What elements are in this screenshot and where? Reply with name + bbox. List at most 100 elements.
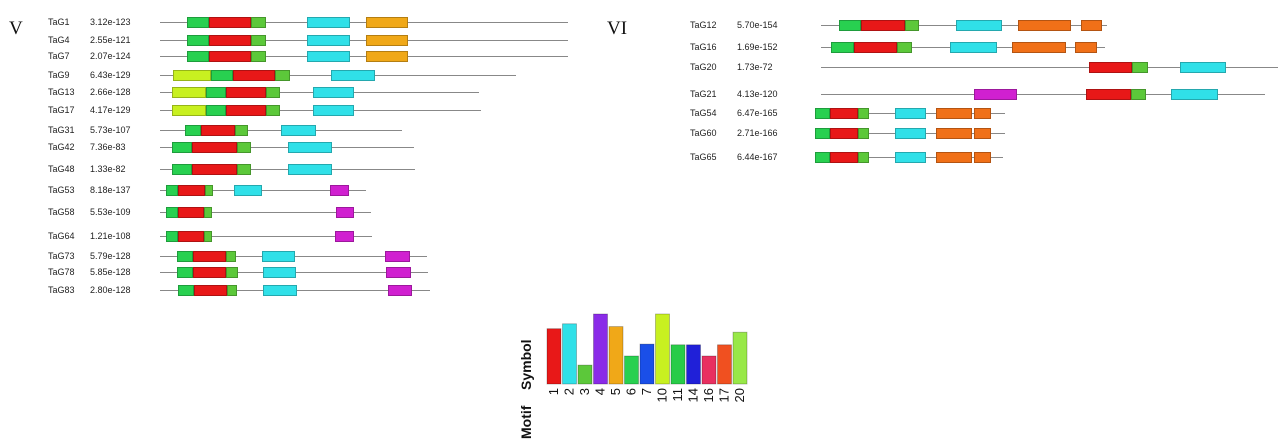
gene-name-tag53: TaG53 xyxy=(48,185,75,195)
legend-bar-motif-4 xyxy=(593,313,608,385)
gene-evalue-tag16: 1.69e-152 xyxy=(737,42,778,52)
motif-box-2 xyxy=(895,152,926,163)
legend-tick-motif-6: 6 xyxy=(624,388,639,395)
gene-name-tag12: TaG12 xyxy=(690,20,717,30)
motif-box-1 xyxy=(226,87,266,98)
motif-box-1 xyxy=(226,105,266,116)
motif-box-2 xyxy=(234,185,262,196)
gene-backbone-line xyxy=(160,190,366,191)
motif-box-3 xyxy=(251,35,266,46)
legend-bar-motif-14 xyxy=(686,344,701,385)
legend-tick-motif-14: 14 xyxy=(686,388,701,402)
motif-box-1 xyxy=(192,164,237,175)
gene-evalue-tag42: 7.36e-83 xyxy=(90,142,126,152)
gene-evalue-tag12: 5.70e-154 xyxy=(737,20,778,30)
gene-name-tag60: TaG60 xyxy=(690,128,717,138)
motif-box-m xyxy=(336,207,354,218)
legend-symbol-label: Symbol xyxy=(518,339,534,390)
motif-box-m xyxy=(385,251,410,262)
motif-box-6 xyxy=(815,108,830,119)
motif-box-1 xyxy=(209,17,251,28)
motif-box-6 xyxy=(839,20,861,31)
legend-bar-motif-1 xyxy=(546,328,562,385)
motif-box-2 xyxy=(313,87,354,98)
legend-bar-motif-10 xyxy=(655,313,670,385)
legend-tick-motif-16: 16 xyxy=(701,388,716,402)
motif-box-3 xyxy=(897,42,912,53)
gene-evalue-tag4: 2.55e-121 xyxy=(90,35,131,45)
motif-box-6 xyxy=(166,185,178,196)
motif-box-3 xyxy=(275,70,290,81)
motif-box-2 xyxy=(895,128,926,139)
gene-name-tag83: TaG83 xyxy=(48,285,75,295)
motif-box-1 xyxy=(861,20,905,31)
legend-tick-motif-7: 7 xyxy=(639,388,654,395)
motif-box-6 xyxy=(185,125,201,136)
gene-name-tag48: TaG48 xyxy=(48,164,75,174)
motif-box-2 xyxy=(313,105,354,116)
gene-name-tag17: TaG17 xyxy=(48,105,75,115)
motif-box-2 xyxy=(1180,62,1226,73)
gene-evalue-tag31: 5.73e-107 xyxy=(90,125,131,135)
gene-name-tag54: TaG54 xyxy=(690,108,717,118)
motif-box-3 xyxy=(227,285,237,296)
gene-name-tag65: TaG65 xyxy=(690,152,717,162)
legend-tick-motif-17: 17 xyxy=(717,388,732,402)
motif-box-6 xyxy=(178,285,194,296)
legend-bar-motif-5 xyxy=(608,326,624,385)
motif-box-3 xyxy=(237,142,251,153)
motif-box-o xyxy=(974,128,991,139)
legend-tick-motif-11: 11 xyxy=(670,388,685,402)
motif-box-3 xyxy=(1131,89,1146,100)
motif-box-1 xyxy=(830,108,858,119)
motif-box-m xyxy=(388,285,412,296)
legend-motif-label: Motif xyxy=(518,405,534,439)
motif-box-o xyxy=(974,152,991,163)
motif-box-3 xyxy=(235,125,248,136)
legend-bar-motif-6 xyxy=(624,355,639,385)
motif-box-6 xyxy=(187,51,209,62)
legend-tick-motif-20: 20 xyxy=(732,388,747,402)
motif-box-1 xyxy=(178,231,204,242)
legend-tick-motif-3: 3 xyxy=(577,388,592,395)
motif-box-2 xyxy=(307,35,350,46)
motif-box-3 xyxy=(251,17,266,28)
gene-name-tag42: TaG42 xyxy=(48,142,75,152)
motif-box-o xyxy=(1075,42,1097,53)
gene-backbone-line xyxy=(160,40,568,41)
gene-backbone-line xyxy=(821,67,1278,68)
motif-box-o xyxy=(936,152,972,163)
motif-box-6 xyxy=(187,17,209,28)
gene-evalue-tag9: 6.43e-129 xyxy=(90,70,131,80)
legend-tick-motif-10: 10 xyxy=(655,388,670,402)
motif-box-6 xyxy=(177,251,193,262)
legend-bar-motif-20 xyxy=(732,331,748,385)
motif-box-10 xyxy=(172,87,206,98)
motif-box-1 xyxy=(830,152,858,163)
gene-evalue-tag64: 1.21e-108 xyxy=(90,231,131,241)
motif-box-o xyxy=(1012,42,1066,53)
motif-box-3 xyxy=(237,164,251,175)
motif-box-3 xyxy=(205,185,213,196)
motif-box-3 xyxy=(204,207,212,218)
motif-box-1 xyxy=(854,42,897,53)
motif-box-1 xyxy=(209,35,251,46)
gene-backbone-line xyxy=(160,56,568,57)
motif-box-1 xyxy=(233,70,275,81)
motif-box-1 xyxy=(209,51,251,62)
motif-box-6 xyxy=(831,42,854,53)
motif-box-3 xyxy=(266,87,280,98)
motif-box-6 xyxy=(815,128,830,139)
motif-box-3 xyxy=(1132,62,1148,73)
motif-box-6 xyxy=(177,267,193,278)
motif-box-3 xyxy=(858,152,869,163)
gene-evalue-tag13: 2.66e-128 xyxy=(90,87,131,97)
gene-backbone-line xyxy=(160,236,372,237)
gene-backbone-line xyxy=(821,94,1265,95)
motif-box-1 xyxy=(178,207,204,218)
gene-name-tag16: TaG16 xyxy=(690,42,717,52)
motif-box-5 xyxy=(366,35,408,46)
motif-box-3 xyxy=(204,231,212,242)
motif-box-2 xyxy=(331,70,375,81)
gene-name-tag1: TaG1 xyxy=(48,17,70,27)
